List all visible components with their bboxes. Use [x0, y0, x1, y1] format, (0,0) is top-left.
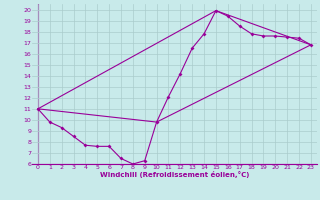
- X-axis label: Windchill (Refroidissement éolien,°C): Windchill (Refroidissement éolien,°C): [100, 171, 249, 178]
